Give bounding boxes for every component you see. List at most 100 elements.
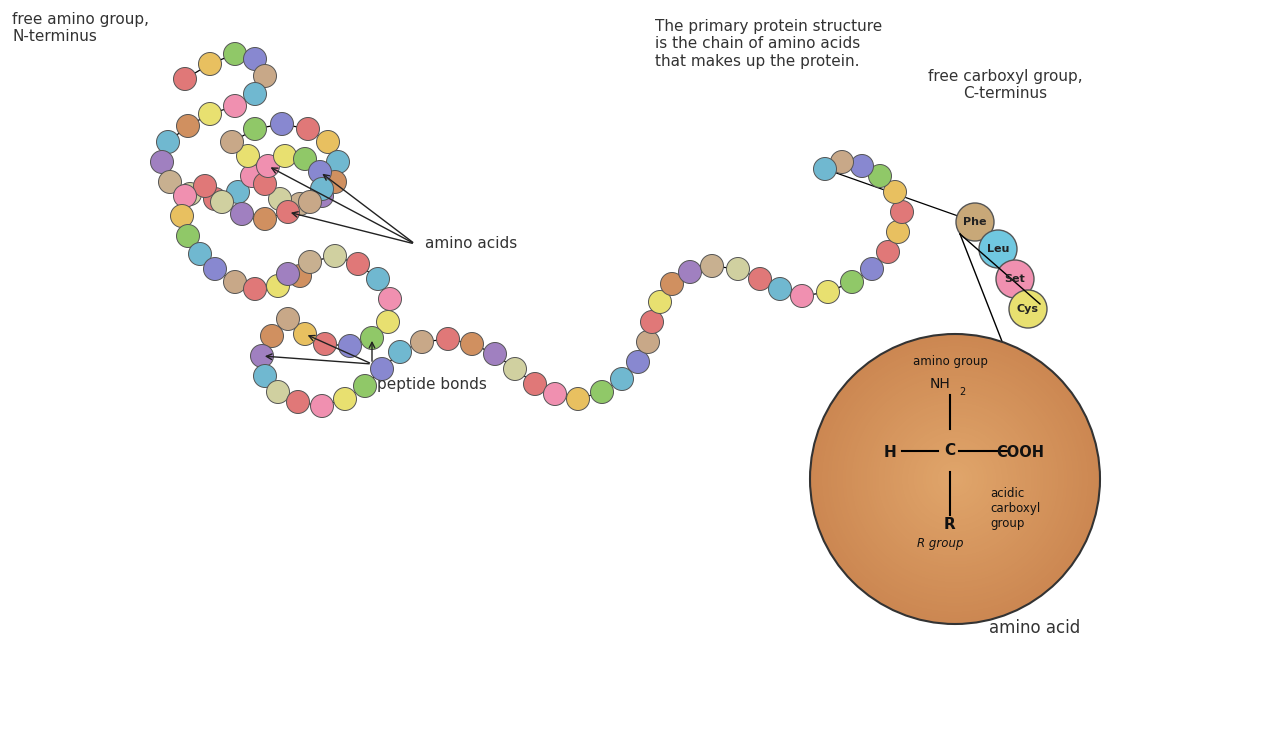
Circle shape (316, 131, 340, 153)
Circle shape (346, 252, 369, 275)
Circle shape (244, 48, 266, 70)
Circle shape (566, 388, 590, 410)
Circle shape (277, 263, 299, 286)
Circle shape (231, 203, 254, 225)
Circle shape (914, 437, 996, 520)
Circle shape (996, 260, 1034, 298)
Circle shape (367, 267, 390, 291)
Circle shape (504, 357, 527, 380)
Circle shape (925, 449, 985, 509)
Circle shape (641, 310, 664, 333)
Circle shape (938, 461, 973, 497)
Circle shape (660, 272, 684, 296)
Circle shape (905, 429, 1005, 529)
Circle shape (896, 420, 1014, 538)
Circle shape (371, 357, 393, 380)
Circle shape (324, 244, 346, 267)
Circle shape (868, 164, 892, 187)
Circle shape (840, 363, 1071, 595)
Circle shape (819, 343, 1091, 615)
Circle shape (637, 330, 660, 354)
Circle shape (543, 382, 566, 405)
Circle shape (863, 388, 1047, 571)
Circle shape (254, 172, 277, 195)
Circle shape (884, 408, 1027, 550)
Circle shape (860, 258, 883, 280)
Circle shape (860, 385, 1049, 574)
Circle shape (274, 145, 297, 167)
Text: C: C (944, 443, 956, 459)
Circle shape (749, 267, 772, 291)
Circle shape (791, 285, 813, 308)
Circle shape (326, 150, 349, 173)
Text: R group: R group (916, 537, 963, 550)
Circle shape (254, 208, 277, 230)
Circle shape (159, 170, 181, 194)
Circle shape (956, 203, 994, 241)
Circle shape (360, 327, 383, 349)
Circle shape (590, 380, 613, 404)
Text: Phe: Phe (963, 217, 987, 227)
Circle shape (876, 399, 1036, 559)
Circle shape (223, 43, 246, 65)
Circle shape (260, 324, 283, 347)
Circle shape (891, 200, 914, 223)
Circle shape (203, 258, 226, 280)
Circle shape (236, 145, 259, 167)
Circle shape (174, 68, 197, 90)
Circle shape (679, 261, 702, 283)
Circle shape (250, 344, 274, 368)
Circle shape (887, 220, 910, 244)
Circle shape (920, 443, 991, 515)
Text: H: H (883, 446, 896, 460)
Circle shape (179, 183, 202, 206)
Circle shape (313, 333, 336, 355)
Circle shape (221, 131, 244, 153)
Circle shape (831, 355, 1080, 603)
Circle shape (378, 288, 401, 310)
Circle shape (883, 181, 906, 203)
Circle shape (726, 258, 750, 280)
Circle shape (822, 346, 1088, 612)
Circle shape (193, 175, 217, 197)
Circle shape (869, 393, 1041, 565)
Circle shape (176, 225, 199, 247)
Text: peptide bonds: peptide bonds (377, 377, 487, 392)
Circle shape (254, 65, 277, 87)
Circle shape (813, 337, 1096, 621)
Circle shape (849, 372, 1062, 586)
Circle shape (934, 458, 976, 500)
Text: amino group: amino group (912, 355, 987, 368)
Circle shape (297, 117, 320, 140)
Circle shape (916, 440, 994, 517)
Circle shape (610, 368, 633, 390)
Circle shape (311, 394, 334, 418)
Circle shape (840, 271, 863, 294)
Circle shape (978, 230, 1016, 268)
Text: The primary protein structure
is the chain of amino acids
that makes up the prot: The primary protein structure is the cha… (655, 19, 882, 69)
Circle shape (223, 95, 246, 117)
Circle shape (854, 379, 1056, 580)
Text: Cys: Cys (1016, 304, 1039, 314)
Circle shape (288, 192, 311, 216)
Circle shape (887, 411, 1023, 547)
Text: R: R (944, 517, 956, 532)
Circle shape (170, 205, 193, 228)
Circle shape (298, 250, 321, 274)
Circle shape (810, 334, 1100, 624)
Circle shape (843, 366, 1067, 592)
Text: acidic
carboxyl
group: acidic carboxyl group (990, 487, 1041, 530)
Circle shape (269, 187, 292, 211)
Text: free amino group,
N-terminus: free amino group, N-terminus (11, 12, 148, 44)
Circle shape (198, 53, 222, 76)
Circle shape (156, 131, 179, 153)
Circle shape (851, 375, 1058, 583)
Circle shape (277, 308, 299, 330)
Circle shape (827, 352, 1082, 606)
Circle shape (308, 161, 331, 184)
Text: NH: NH (929, 377, 950, 391)
Circle shape (189, 242, 212, 266)
Circle shape (311, 178, 334, 200)
Circle shape (244, 82, 266, 106)
Circle shape (949, 473, 961, 485)
